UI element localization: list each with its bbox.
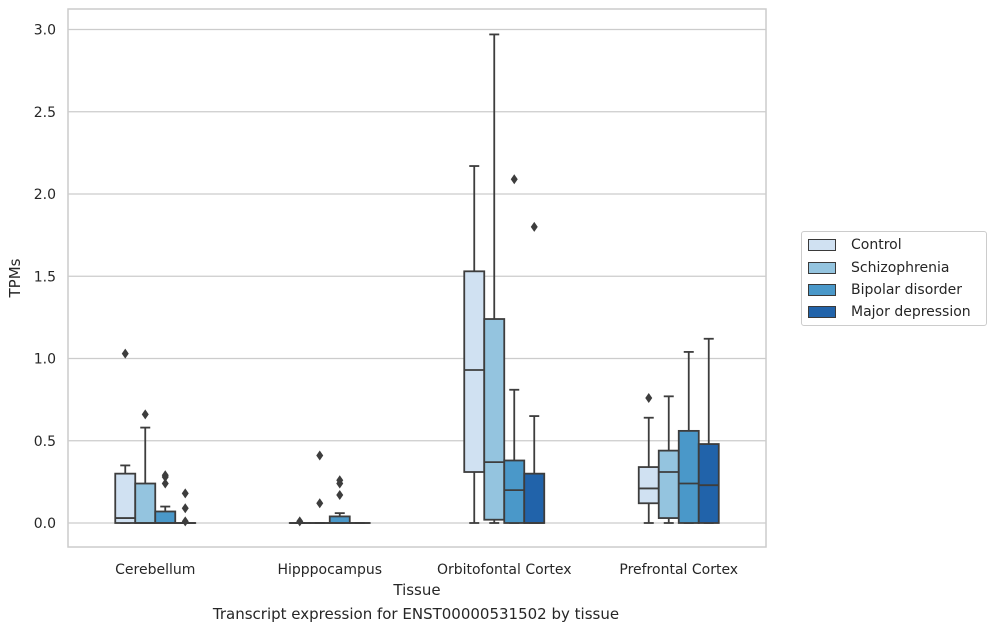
box-body: [657, 449, 680, 519]
legend-label-schizophrenia: Schizophrenia: [851, 260, 950, 276]
x-tick-label: Prefrontal Cortex: [619, 562, 738, 578]
box-3-3: [697, 337, 720, 524]
y-tick-label: 1.5: [34, 269, 56, 285]
box-body: [677, 429, 700, 524]
box-body: [523, 472, 546, 524]
legend-label-bipolar-disorder: Bipolar disorder: [851, 282, 963, 298]
outlier-point: [121, 348, 129, 359]
outlier-point: [181, 503, 189, 514]
box-0-3: [174, 488, 197, 527]
y-tick-labels: 0.0 0.5 1.0 1.5 2.0 2.5 3.0: [34, 23, 56, 533]
box-2-1: [483, 33, 506, 524]
box-body: [483, 318, 506, 521]
box-body: [637, 466, 660, 505]
box-body: [328, 515, 351, 524]
box-2-2: [503, 174, 526, 524]
box-0-0: [114, 348, 137, 524]
legend-item-major-depression: Major depression: [808, 302, 971, 322]
legend-label-major-depression: Major depression: [851, 304, 971, 320]
legend-item-bipolar-disorder: Bipolar disorder: [808, 280, 962, 300]
figure-caption: Transcript expression for ENST0000053150…: [212, 605, 620, 623]
box-body: [697, 443, 720, 524]
outlier-point: [530, 221, 538, 232]
outlier-point: [336, 490, 344, 501]
box-body: [134, 482, 157, 524]
box-0-1: [134, 409, 157, 524]
legend-swatch-bipolar-disorder: [808, 284, 836, 296]
box-body: [114, 472, 137, 524]
legend-item-schizophrenia: Schizophrenia: [808, 258, 949, 278]
box-2-3: [523, 221, 546, 524]
plot-area: [68, 9, 766, 547]
legend-swatch-schizophrenia: [808, 262, 836, 274]
y-tick-label: 0.5: [34, 434, 56, 450]
y-tick-label: 2.0: [34, 187, 56, 203]
legend-label-control: Control: [851, 237, 902, 253]
x-axis-label: Tissue: [392, 581, 440, 599]
outlier-point: [181, 516, 189, 527]
outlier-point: [316, 450, 324, 461]
box-1-2: [328, 475, 351, 524]
y-tick-label: 3.0: [34, 23, 56, 39]
outlier-point: [181, 488, 189, 499]
outlier-point: [645, 392, 653, 403]
legend-swatch-major-depression: [808, 306, 836, 318]
x-tick-label: Orbitofontal Cortex: [437, 562, 572, 578]
box-1-1: [308, 450, 331, 524]
box-3-1: [657, 395, 680, 524]
y-tick-label: 0.0: [34, 516, 56, 532]
outlier-point: [336, 475, 344, 486]
plot-frame: [67, 8, 767, 548]
legend-swatch-control: [808, 239, 836, 251]
box-body: [463, 270, 486, 473]
outlier-point: [316, 498, 324, 509]
outlier-point: [296, 516, 304, 527]
box-0-2: [154, 470, 177, 524]
x-tick-label: Cerebellum: [115, 562, 195, 578]
outlier-point: [510, 174, 518, 185]
x-tick-labels: Cerebellum Hipppocampus Orbitofontal Corte…: [115, 562, 738, 578]
outlier-point: [161, 478, 169, 489]
legend: Control Schizophrenia Bipolar disorder M…: [801, 231, 987, 326]
box-body: [154, 510, 177, 524]
y-tick-label: 2.5: [34, 105, 56, 121]
legend-item-control: Control: [808, 235, 902, 255]
y-axis-label: TPMs: [6, 258, 24, 298]
box-3-2: [677, 351, 700, 524]
y-tick-label: 1.0: [34, 352, 56, 368]
outlier-point: [161, 470, 169, 481]
box-series: [114, 33, 720, 527]
outlier-point: [141, 409, 149, 420]
x-tick-label: Hipppocampus: [277, 562, 382, 578]
box-body: [503, 459, 526, 524]
